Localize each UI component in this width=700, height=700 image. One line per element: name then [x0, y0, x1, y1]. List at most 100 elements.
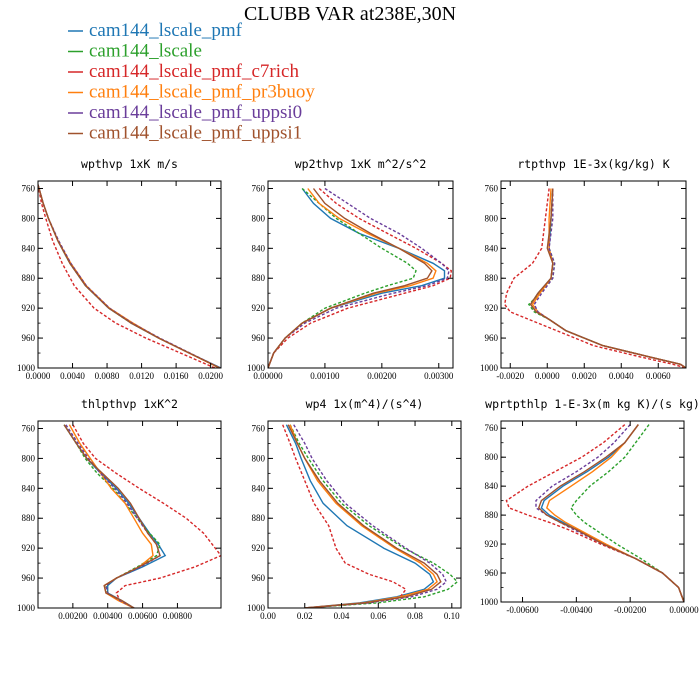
y-tick-label: 960	[485, 333, 499, 343]
chart-panel: wpthvp 1xK m/s76080084088092096010000.00…	[17, 157, 224, 381]
series-line	[38, 184, 221, 368]
y-tick-label: 800	[252, 213, 266, 223]
y-tick-label: 840	[22, 243, 36, 253]
y-tick-label: 840	[485, 481, 499, 491]
plot-frame	[267, 420, 462, 609]
series-line	[38, 184, 221, 368]
x-tick-label: 0.0120	[129, 371, 154, 381]
series-line	[268, 188, 433, 368]
legend-label: cam144_lscale_pmf_uppsi0	[89, 102, 302, 123]
x-tick-label: 0.00000	[669, 605, 699, 615]
x-tick-label: 0.0040	[609, 371, 634, 381]
plot-frame	[37, 420, 222, 609]
series-line	[38, 184, 220, 368]
y-tick-label: 920	[485, 303, 499, 313]
panels: wpthvp 1xK m/s76080084088092096010000.00…	[17, 157, 700, 621]
x-tick-label: -0.00400	[560, 605, 593, 615]
y-tick-label: 840	[252, 483, 266, 493]
panel-title: wpthvp 1xK m/s	[81, 157, 178, 171]
y-tick-label: 1000	[17, 603, 36, 613]
y-tick-label: 1000	[17, 363, 36, 373]
series-line	[287, 424, 442, 608]
series-line	[535, 424, 684, 602]
series-line	[289, 424, 459, 608]
y-tick-label: 1000	[480, 597, 499, 607]
x-tick-label: 0.0200	[198, 371, 223, 381]
y-tick-label: 760	[485, 423, 499, 433]
x-tick-label: -0.00600	[506, 605, 539, 615]
series-line	[63, 424, 161, 608]
series-line	[38, 184, 221, 368]
panel-title: rtpthvp 1E-3x(kg/kg) K	[517, 157, 669, 171]
x-tick-label: 0.02	[297, 611, 313, 621]
y-tick-label: 920	[252, 303, 266, 313]
y-tick-label: 840	[485, 243, 499, 253]
legend-label: cam144_lscale_pmf	[89, 20, 243, 41]
x-tick-label: 0.00100	[310, 371, 340, 381]
panel-title: thlpthvp 1xK^2	[81, 397, 178, 411]
y-tick-label: 960	[252, 573, 266, 583]
legend: cam144_lscale_pmfcam144_lscalecam144_lsc…	[68, 20, 315, 144]
x-tick-label: 0.0160	[164, 371, 189, 381]
series-line	[72, 424, 221, 608]
x-tick-label: 0.0080	[95, 371, 120, 381]
series-line	[533, 188, 686, 368]
x-tick-label: 0.00200	[58, 611, 88, 621]
y-tick-label: 920	[22, 303, 36, 313]
chart-panel: rtpthvp 1E-3x(kg/kg) K 760 800 840 880 920 960…	[480, 157, 687, 381]
x-tick-label: 0.0000	[26, 371, 51, 381]
series-line	[531, 188, 686, 368]
x-tick-label: -0.00200	[614, 605, 647, 615]
panel-title: wp4 1x(m^4)/(s^4)	[306, 397, 424, 411]
y-tick-label: 800	[22, 453, 36, 463]
y-tick-label: 880	[22, 513, 36, 523]
series-line	[505, 424, 684, 602]
y-tick-label: 1000	[480, 363, 499, 373]
y-tick-label: 800	[252, 453, 266, 463]
x-tick-label: 0.00600	[128, 611, 158, 621]
x-tick-label: 0.00800	[163, 611, 193, 621]
x-tick-label: 0.00	[260, 611, 276, 621]
x-tick-label: 0.00000	[253, 371, 283, 381]
y-tick-label: 960	[485, 568, 499, 578]
x-tick-label: 0.0000	[535, 371, 560, 381]
y-tick-label: 920	[252, 543, 266, 553]
y-tick-label: 920	[485, 539, 499, 549]
x-tick-label: 0.00200	[367, 371, 397, 381]
x-tick-label: 0.10	[444, 611, 460, 621]
x-tick-label: 0.0060	[646, 371, 671, 381]
chart-panel: wp2thvp 1xK m^2/s^2 760 800 840 880 920 960 100…	[247, 157, 454, 381]
series-line	[570, 424, 684, 602]
y-tick-label: 880	[252, 513, 266, 523]
y-tick-label: 800	[485, 452, 499, 462]
panel-title: wprtpthlp 1-E-3x(m kg K)/(s kg)	[485, 397, 700, 411]
y-tick-label: 840	[22, 483, 36, 493]
series-line	[38, 184, 216, 368]
y-tick-label: 840	[252, 243, 266, 253]
series-line	[268, 188, 446, 368]
series-line	[529, 188, 686, 368]
plot-frame	[267, 180, 454, 369]
series-line	[293, 424, 448, 608]
x-tick-label: 0.00300	[424, 371, 454, 381]
legend-label: cam144_lscale_pmf_c7rich	[89, 61, 299, 82]
plot-frame	[37, 180, 222, 369]
series-line	[63, 424, 161, 608]
series-line	[268, 187, 453, 368]
x-tick-label: 0.00400	[93, 611, 123, 621]
chart-panel: wprtpthlp 1-E-3x(m kg K)/(s kg) 760 800 840…	[480, 397, 700, 615]
y-tick-label: 760	[252, 183, 266, 193]
y-tick-label: 880	[485, 273, 499, 283]
series-line	[38, 184, 220, 368]
x-tick-label: 0.04	[334, 611, 350, 621]
legend-label: cam144_lscale_pmf_uppsi1	[89, 123, 302, 144]
x-tick-label: 0.08	[407, 611, 423, 621]
x-tick-label: -0.0020	[496, 371, 524, 381]
plot-frame	[500, 180, 687, 369]
series-line	[289, 424, 438, 608]
series-line	[537, 424, 684, 602]
y-tick-label: 880	[485, 510, 499, 520]
y-tick-label: 800	[22, 213, 36, 223]
y-tick-label: 1000	[247, 363, 266, 373]
